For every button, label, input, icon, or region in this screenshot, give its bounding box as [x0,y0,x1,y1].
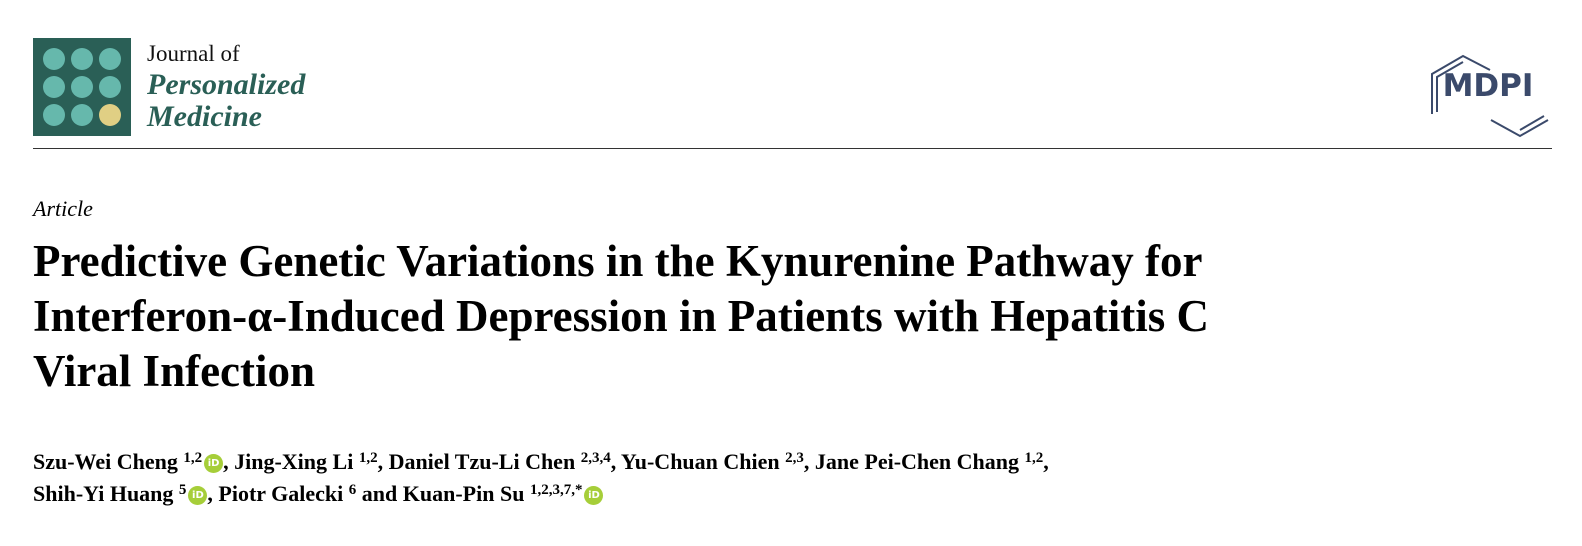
author-name[interactable]: Daniel Tzu-Li Chen [388,449,576,474]
author-separator: , [610,449,621,474]
author-name[interactable]: Piotr Galecki [218,481,344,506]
author-affiliation[interactable]: 1,2,3,7,* [529,482,583,498]
author-name[interactable]: Shih-Yi Huang [33,481,174,506]
journal-name-line2: Personalized [147,68,306,101]
author-separator: , [1043,449,1049,474]
title-line: Viral Infection [33,346,316,396]
author-list: Szu-Wei Cheng 1,2 iD, Jing-Xing Li 1,2, D… [33,446,1049,510]
author-affiliation[interactable]: 1,2 [183,450,203,466]
logo-dot [43,104,65,126]
author-separator: , [223,449,235,474]
journal-name-line3: Medicine [147,100,262,133]
journal-name: Journal of Personalized Medicine [147,38,305,133]
author-name[interactable]: Yu-Chuan Chien [620,449,780,474]
author-affiliation[interactable]: 2,3 [785,450,804,466]
author-separator: , [207,481,219,506]
title-line: Interferon-α-Induced Depression in Patie… [33,291,1209,341]
logo-dot [43,76,65,98]
header-divider [33,148,1552,149]
author-name[interactable]: Szu-Wei Cheng [33,449,178,474]
logo-dot [71,76,93,98]
logo-dot [99,76,121,98]
logo-dot-highlight [99,104,121,126]
title-line: Predictive Genetic Variations in the Kyn… [33,236,1203,286]
author-separator: and [356,481,403,506]
orcid-icon[interactable]: iD [204,454,224,473]
author-affiliation[interactable]: 1,2 [1024,450,1044,466]
author-name[interactable]: Jing-Xing Li [234,449,354,474]
author-separator: , [377,449,389,474]
author-line: Shih-Yi Huang 5 iD, Piotr Galecki 6 and K… [33,478,1049,510]
author-name[interactable]: Kuan-Pin Su [402,481,525,506]
author-affiliation[interactable]: 2,3,4 [580,450,611,466]
article-title: Predictive Genetic Variations in the Kyn… [33,234,1209,399]
author-affiliation[interactable]: 6 [348,482,357,498]
mdpi-logo: MDPI [1431,54,1549,138]
logo-dot [99,48,121,70]
logo-dot [71,104,93,126]
author-affiliation[interactable]: 1,2 [358,450,378,466]
author-name[interactable]: Jane Pei-Chen Chang [814,449,1020,474]
author-affiliation[interactable]: 5 [178,482,187,498]
journal-name-line1: Journal of [147,41,240,66]
mdpi-logo-text: MDPI [1443,68,1534,104]
article-type: Article [33,196,93,221]
logo-dot [43,48,65,70]
author-separator: , [803,449,815,474]
author-line: Szu-Wei Cheng 1,2 iD, Jing-Xing Li 1,2, D… [33,446,1049,478]
orcid-icon[interactable]: iD [584,486,604,505]
logo-dot [71,48,93,70]
journal-logo-mark [33,38,131,136]
orcid-icon[interactable]: iD [188,486,208,505]
